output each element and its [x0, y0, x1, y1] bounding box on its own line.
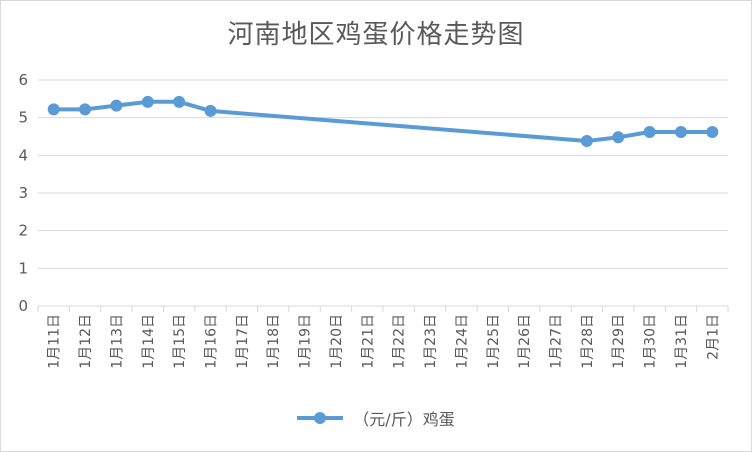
data-point	[674, 125, 687, 138]
data-point	[643, 125, 656, 138]
data-point	[204, 104, 217, 117]
x-tick-label: 1月20日	[329, 314, 345, 369]
y-tick-label: 2	[18, 222, 28, 240]
x-tick-label: 1月19日	[298, 314, 314, 369]
x-tick-label: 1月11日	[47, 314, 63, 369]
x-tick-label: 1月14日	[141, 314, 157, 369]
data-point	[47, 103, 60, 116]
x-tick-label: 2月1日	[705, 314, 721, 360]
x-tick-label: 1月12日	[78, 314, 94, 369]
y-tick-label: 4	[18, 146, 28, 164]
chart-title: 河南地区鸡蛋价格走势图	[227, 20, 525, 50]
x-tick-label: 1月29日	[611, 314, 627, 369]
x-tick-label: 1月22日	[392, 314, 408, 369]
x-tick-label: 1月16日	[204, 314, 220, 369]
x-tick-label: 1月28日	[580, 314, 596, 369]
x-tick-label: 1月25日	[486, 314, 502, 369]
legend-series-marker	[297, 411, 344, 425]
data-point	[110, 99, 123, 112]
y-tick-label: 5	[18, 109, 28, 127]
data-point	[79, 103, 92, 116]
x-tick-label: 1月21日	[360, 314, 376, 369]
legend-series-label: （元/斤）鸡蛋	[353, 410, 455, 429]
y-tick-label: 6	[18, 71, 28, 89]
x-tick-label: 1月17日	[235, 314, 251, 369]
x-tick-label: 1月26日	[517, 314, 533, 369]
x-tick-label: 1月27日	[549, 314, 565, 369]
x-tick-label: 1月31日	[674, 314, 690, 369]
data-point	[173, 95, 186, 108]
y-tick-label: 3	[18, 184, 28, 202]
y-tick-label: 1	[18, 259, 28, 277]
data-point	[141, 95, 154, 108]
x-tick-label: 1月23日	[423, 314, 439, 369]
x-tick-label: 1月24日	[454, 314, 470, 369]
x-tick-label: 1月30日	[643, 314, 659, 369]
x-tick-label: 1月15日	[172, 314, 188, 369]
data-point	[612, 131, 625, 144]
data-point	[706, 125, 719, 138]
x-tick-label: 1月18日	[266, 314, 282, 369]
x-tick-label: 1月13日	[109, 314, 125, 369]
chart-legend: （元/斤）鸡蛋	[0, 406, 752, 430]
y-tick-label: 0	[18, 297, 28, 315]
data-point	[580, 135, 593, 148]
